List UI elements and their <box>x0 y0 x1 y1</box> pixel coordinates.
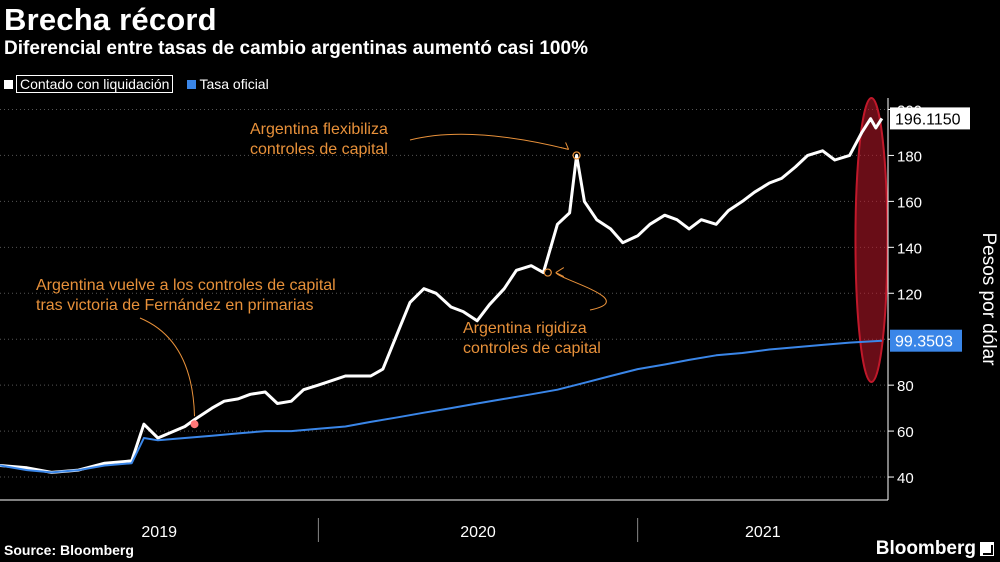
y-tick-label-60: 60 <box>897 424 914 441</box>
source-note: Source: Bloomberg <box>4 542 134 558</box>
x-tick-label-2019: 2019 <box>141 524 177 541</box>
brand-text: Bloomberg <box>875 538 976 559</box>
brand-logo: Bloomberg <box>876 538 994 560</box>
y-tick-label-120: 120 <box>897 286 922 303</box>
annotation-text-0-line-0: Argentina vuelve a los controles de capi… <box>36 277 336 294</box>
y-axis-label: Pesos por dólar <box>978 232 999 366</box>
highlight-ellipse <box>854 97 889 383</box>
last-value-label-1: 99.3503 <box>895 334 953 351</box>
series-line-0 <box>0 117 884 474</box>
annotation-leader-2 <box>555 272 607 311</box>
y-tick-label-80: 80 <box>897 378 914 395</box>
annotation-marker-2 <box>543 268 552 277</box>
legend-label-ccl: Contado con liquidación <box>16 75 174 93</box>
last-value-box-1 <box>890 329 962 352</box>
legend-swatch-ccl <box>4 79 13 89</box>
value-labels: 196.1150 99.3503 <box>890 107 970 352</box>
annotation-text-2: Argentina rigidiza controles de capital <box>463 320 601 357</box>
annotation-text-2-line-0: Argentina rigidiza <box>463 320 587 337</box>
annotation-text-1: Argentina flexibiliza controles de capita… <box>250 121 388 158</box>
gridlines <box>0 108 888 478</box>
highlight-ellipse-group <box>854 97 889 383</box>
y-tick-label-180: 180 <box>897 148 922 165</box>
annotation-marker-1 <box>572 151 581 160</box>
annotation-text-0-line-1: tras victoria de Fernández en primarias <box>36 297 313 314</box>
annotation-text-0: Argentina vuelve a los controles de capi… <box>36 277 336 314</box>
legend-label-oficial: Tasa oficial <box>199 76 269 92</box>
annotation-text-2-line-1: controles de capital <box>463 340 601 357</box>
x-tick-label-2021: 2021 <box>745 524 781 541</box>
annotation-text-1-line-0: Argentina flexibiliza <box>250 121 388 138</box>
annotation-arrow-2 <box>555 267 565 278</box>
y-tick-label-140: 140 <box>897 240 922 257</box>
chart-subtitle: Diferencial entre tasas de cambio argent… <box>4 38 588 59</box>
annotation-leader-1 <box>409 133 569 150</box>
annotation-text-1-line-1: controles de capital <box>250 141 388 158</box>
bloomberg-icon <box>980 542 994 556</box>
y-tick-label-160: 160 <box>897 194 922 211</box>
annotations: Argentina vuelve a los controles de capi… <box>36 121 607 429</box>
legend-item-oficial: Tasa oficial <box>187 76 269 92</box>
series-line-1 <box>0 339 882 474</box>
last-value-box-0 <box>890 107 970 130</box>
y-tick-label-40: 40 <box>897 470 914 487</box>
legend-swatch-oficial <box>187 79 197 89</box>
chart-title: Brecha récord <box>4 2 217 37</box>
last-value-label-0: 196.1150 <box>895 111 961 128</box>
annotation-arrow-1 <box>560 142 570 150</box>
legend: Contado con liquidación Tasa oficial <box>4 75 269 93</box>
annotation-leader-0 <box>139 317 196 417</box>
series-lines <box>0 117 884 474</box>
x-tick-label-2020: 2020 <box>460 524 496 541</box>
legend-item-ccl: Contado con liquidación <box>4 75 174 93</box>
annotation-marker-0 <box>190 420 199 429</box>
